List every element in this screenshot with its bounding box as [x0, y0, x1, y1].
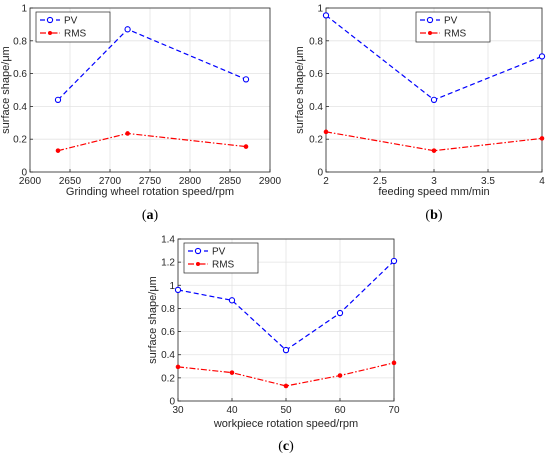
- data-point-pv: [336, 309, 344, 317]
- legend-marker-rms: [196, 262, 200, 266]
- y-tick-label: 0.6: [309, 69, 323, 80]
- data-point-pv: [282, 346, 290, 354]
- x-tick-label: 2750: [139, 176, 162, 187]
- x-tick-label: 2900: [259, 176, 282, 187]
- legend-label-rms: RMS: [212, 260, 235, 271]
- chart-b: 2 2.5 3 3.5 4 0 0.2 0.4 0.6 0.8 1 feeding speed mm/…: [294, 4, 545, 224]
- data-point-pv: [228, 297, 236, 304]
- y-tick-label: 0.2: [13, 135, 27, 146]
- y-tick-label: 0: [169, 397, 175, 408]
- data-point-pv: [124, 26, 131, 33]
- chart-a: 2600 2650 2700 2750 2800 2850 2900 0 0.2 0.4 0.6 0.…: [0, 4, 282, 224]
- data-point-pv: [54, 96, 62, 103]
- data-point-rms: [539, 136, 545, 141]
- data-point-rms: [337, 373, 343, 378]
- legend-label-pv: PV: [444, 16, 458, 27]
- y-tick-label: 0.2: [309, 135, 323, 146]
- legend-label-pv: PV: [64, 16, 78, 27]
- series-line-rms: [325, 131, 543, 152]
- data-point-rms: [55, 148, 61, 153]
- legend-box: [35, 11, 111, 43]
- x-axis-label: workpiece rotation speed/rpm: [213, 418, 358, 430]
- legend-marker-pv: [426, 16, 434, 24]
- series-line-rms: [177, 362, 395, 387]
- data-point-rms: [243, 144, 249, 149]
- data-point-rms: [175, 364, 181, 370]
- x-tick-label: 50: [280, 405, 292, 416]
- y-tick-label: 1: [21, 4, 27, 15]
- x-axis-label: feeding speed mm/min: [378, 186, 489, 198]
- y-tick-label: 0.8: [161, 304, 175, 315]
- legend-marker-pv: [194, 247, 202, 255]
- y-tick-label: 0.6: [13, 69, 27, 80]
- x-tick-label: 3: [431, 176, 437, 187]
- legend-box: [183, 242, 259, 274]
- x-tick-label: 60: [334, 405, 346, 416]
- y-tick-label: 1: [169, 281, 175, 292]
- x-tick-label: 2.5: [373, 176, 387, 187]
- panel-label: (b): [425, 208, 442, 223]
- data-point-rms: [283, 383, 289, 389]
- x-tick-label: 70: [388, 405, 400, 416]
- y-tick-label: 0.4: [161, 350, 175, 361]
- y-tick-label: 0.4: [13, 102, 27, 113]
- data-point-pv: [390, 257, 398, 265]
- y-tick-label: 0: [21, 168, 27, 179]
- y-tick-label: 0.4: [309, 102, 323, 113]
- y-axis-label: surface shape/μm: [0, 46, 12, 134]
- x-tick-label: 2800: [179, 176, 202, 187]
- data-point-pv: [174, 286, 182, 294]
- y-tick-label: 0.2: [161, 373, 175, 384]
- y-tick-label: 0.8: [309, 36, 323, 47]
- legend-label-rms: RMS: [444, 29, 467, 40]
- y-axis-label: surface shape/μm: [294, 46, 306, 134]
- data-point-rms: [391, 360, 397, 366]
- y-tick-label: 1.2: [161, 258, 175, 269]
- x-tick-label: 3.5: [481, 176, 495, 187]
- y-tick-label: 0.6: [161, 327, 175, 338]
- x-tick-label: 4: [539, 176, 545, 187]
- legend-box: [415, 11, 491, 43]
- data-point-pv: [322, 12, 330, 19]
- x-tick-label: 30: [172, 405, 184, 416]
- legend-marker-pv: [46, 16, 54, 24]
- data-point-pv: [242, 76, 250, 83]
- panel-label: (c): [278, 439, 294, 454]
- legend-label-rms: RMS: [64, 29, 87, 40]
- x-tick-label: 2650: [59, 176, 82, 187]
- x-axis-label: Grinding wheel rotation speed/rpm: [66, 186, 234, 198]
- legend-marker-rms: [428, 31, 432, 35]
- y-axis-label: surface shape/μm: [147, 276, 159, 364]
- y-tick-label: 1: [317, 4, 323, 15]
- y-tick-label: 0.8: [13, 36, 27, 47]
- x-tick-label: 2600: [19, 176, 42, 187]
- data-point-pv: [430, 96, 438, 103]
- data-point-rms: [323, 129, 329, 135]
- panel-label: (a): [142, 208, 159, 223]
- data-point-rms: [125, 131, 130, 136]
- x-tick-label: 2700: [99, 176, 122, 187]
- y-tick-label: 0: [317, 168, 323, 179]
- chart-c: 30 40 50 60 70 0 0.2 0.4 0.6 0.8 1 1.2 1.4 workpiece …: [147, 235, 400, 454]
- data-point-pv: [538, 53, 546, 60]
- x-tick-label: 40: [226, 405, 238, 416]
- legend-marker-rms: [48, 31, 52, 35]
- legend-label-pv: PV: [212, 247, 226, 258]
- x-tick-label: 2850: [219, 176, 242, 187]
- x-tick-label: 2: [323, 176, 329, 187]
- data-point-rms: [229, 370, 235, 375]
- data-point-rms: [431, 148, 437, 153]
- y-tick-label: 1.4: [161, 235, 175, 246]
